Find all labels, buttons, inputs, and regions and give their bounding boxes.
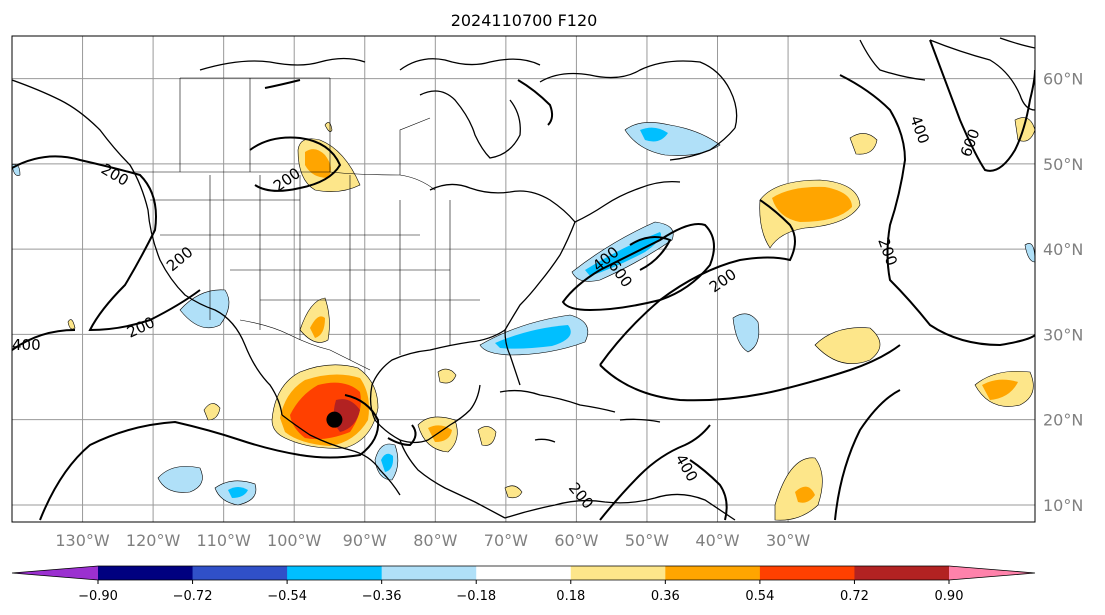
longitude-tick-label: 100°W: [267, 531, 322, 550]
latitude-tick-label: 60°N: [1043, 70, 1083, 89]
colorbar-segment: [570, 566, 666, 580]
longitude-tick-label: 80°W: [413, 531, 457, 550]
map-background: [12, 36, 1035, 522]
longitude-tick-label: 110°W: [196, 531, 251, 550]
colorbar-tick-label: −0.18: [456, 589, 496, 604]
longitude-labels: 130°W 120°W 110°W 100°W 90°W 80°W 70°W 60°W 50°W…: [55, 531, 810, 550]
colorbar-extend-high: [949, 566, 1035, 580]
colorbar-tick-label: 0.72: [840, 589, 869, 604]
map-title: 2024110700 F120: [451, 11, 598, 30]
negative-anomaly-region: [157, 466, 203, 493]
positive-anomaly-core: [795, 486, 815, 503]
positive-anomaly-region: [437, 368, 457, 384]
positive-anomaly-core: [305, 149, 331, 178]
negative-anomaly-core: [585, 232, 661, 276]
longitude-tick-label: 40°W: [695, 531, 739, 550]
latitude-tick-label: 30°N: [1043, 325, 1083, 344]
positive-anomaly-core: [428, 425, 452, 442]
colorbar-tick-label: 0.90: [935, 589, 964, 604]
positive-anomaly-region: [477, 426, 497, 446]
latitude-labels: 60°N 50°N 40°N 30°N 20°N 10°N: [1043, 70, 1083, 515]
height-contours: [12, 39, 1035, 521]
colorbar-segment: [759, 566, 855, 580]
storm-center-marker: [326, 411, 343, 428]
negative-anomaly-region: [1024, 243, 1035, 263]
negative-anomaly-core: [640, 127, 668, 142]
colorbar-segment: [476, 566, 572, 580]
colorbar: −0.90 −0.72 −0.54 −0.36 −0.18 0.18 0.36 0.54 0.7…: [11, 565, 1036, 604]
coastlines: [12, 37, 1035, 521]
colorbar-tick-label: −0.72: [173, 589, 213, 604]
longitude-tick-label: 50°W: [625, 531, 669, 550]
map-frame: [11, 35, 1036, 523]
colorbar-tick-label: 0.36: [651, 589, 680, 604]
positive-anomaly-region: [504, 485, 523, 499]
negative-anomaly-core: [228, 487, 248, 498]
positive-anomaly-region: [814, 327, 881, 364]
colorbar-extend-low: [12, 566, 98, 580]
positive-anomaly-core: [310, 316, 325, 338]
positive-anomaly-core: [982, 379, 1018, 400]
gridlines: [12, 36, 1035, 522]
longitude-tick-label: 60°W: [554, 531, 598, 550]
colorbar-segment: [287, 566, 383, 580]
longitude-tick-label: 90°W: [343, 531, 387, 550]
colorbar-tick-label: −0.90: [78, 589, 118, 604]
positive-anomaly-region: [67, 319, 76, 330]
contour-label-400: 400: [12, 336, 41, 354]
colorbar-tick-label: −0.54: [267, 589, 307, 604]
negative-anomaly-region: [732, 313, 760, 353]
positive-anomaly-core: [772, 186, 852, 222]
latitude-tick-label: 10°N: [1043, 496, 1083, 515]
negative-anomaly-core: [381, 453, 394, 472]
longitude-tick-label: 70°W: [484, 531, 528, 550]
longitude-tick-label: 130°W: [55, 531, 110, 550]
colorbar-segment: [665, 566, 761, 580]
colorbar-tick-label: 0.18: [556, 589, 585, 604]
colorbar-tick-label: −0.36: [362, 589, 402, 604]
colorbar-segment: [98, 566, 194, 580]
map-panel: 200 200 200 200 200 200 200 400 400 400 …: [11, 35, 1083, 550]
colorbar-segment: [854, 566, 950, 580]
colorbar-segment: [381, 566, 477, 580]
latitude-tick-label: 50°N: [1043, 155, 1083, 174]
negative-anomaly-core: [495, 325, 571, 349]
latitude-tick-label: 40°N: [1043, 240, 1083, 259]
latitude-tick-label: 20°N: [1043, 411, 1083, 430]
colorbar-segment: [192, 566, 288, 580]
longitude-tick-label: 30°W: [766, 531, 810, 550]
political-borders: [130, 77, 480, 371]
longitude-tick-label: 120°W: [126, 531, 181, 550]
positive-anomaly-region: [849, 133, 878, 155]
positive-anomaly-region: [203, 403, 221, 421]
colorbar-tick-label: 0.54: [745, 589, 774, 604]
